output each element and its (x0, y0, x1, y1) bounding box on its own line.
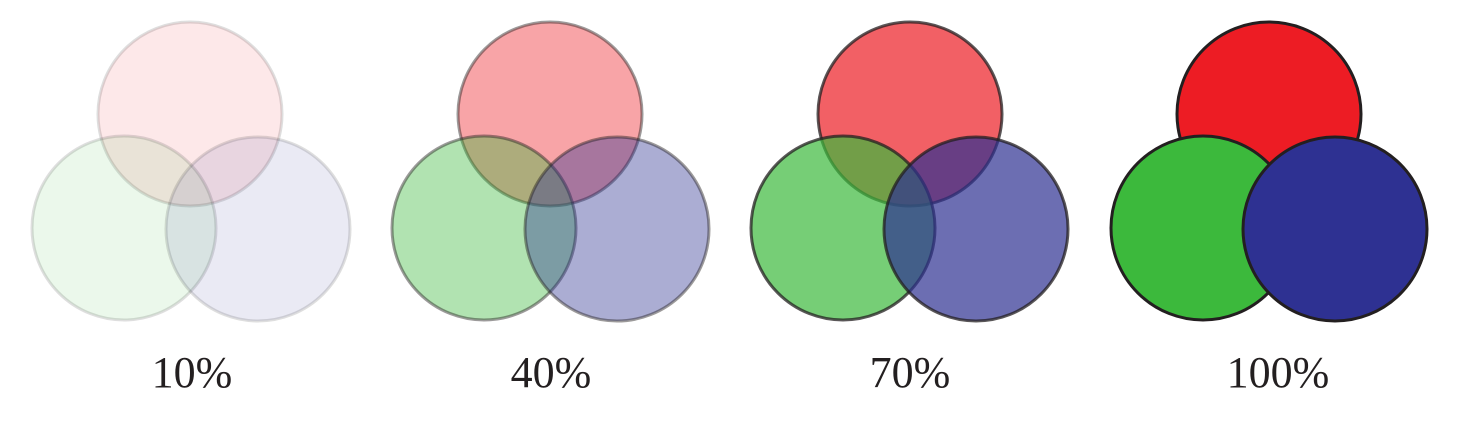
opacity-label: 100% (1227, 348, 1330, 397)
green-circle (30, 134, 218, 322)
blue-circle (1241, 135, 1429, 323)
panel-40: 40% (390, 20, 711, 397)
blue-circle (164, 135, 352, 323)
red-circle (456, 20, 644, 208)
red-circle (96, 20, 284, 208)
blue-circle (882, 135, 1070, 323)
opacity-label: 40% (511, 348, 592, 397)
opacity-label: 70% (870, 348, 951, 397)
panel-10: 10% (30, 20, 352, 397)
opacity-label: 10% (152, 348, 233, 397)
green-circle (390, 134, 578, 322)
blue-circle (523, 135, 711, 323)
panel-100: 100% (1109, 20, 1429, 397)
panel-70: 70% (749, 20, 1070, 397)
